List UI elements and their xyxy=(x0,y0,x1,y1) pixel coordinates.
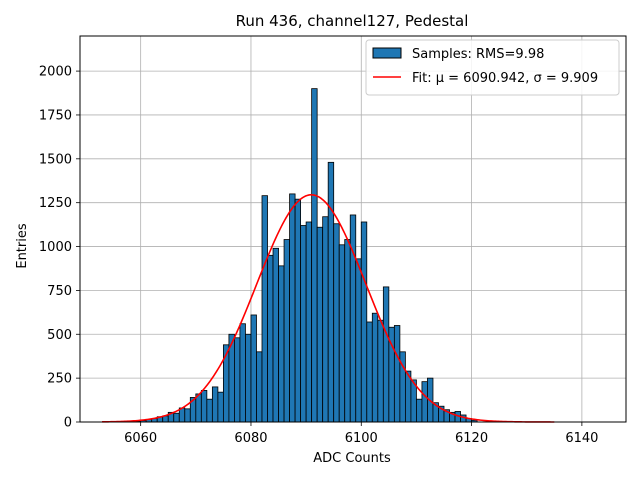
histogram-bar xyxy=(272,247,279,423)
histogram-bar xyxy=(234,337,241,423)
histogram-bar xyxy=(245,333,252,423)
y-tick-label: 1250 xyxy=(39,196,72,211)
plot-frame xyxy=(79,35,627,423)
histogram-bar xyxy=(222,344,230,423)
legend-swatch-histogram xyxy=(372,47,402,59)
y-tick-label: 250 xyxy=(47,372,72,387)
histogram-bar xyxy=(294,198,302,423)
histogram-bar xyxy=(217,391,224,423)
histogram-bar xyxy=(377,319,384,423)
histogram-bar xyxy=(200,390,208,423)
legend-label-fit: Fit: μ = 6090.942, σ = 9.909 xyxy=(412,71,598,86)
fit-curve-layer xyxy=(102,193,555,423)
histogram-bar xyxy=(173,412,180,423)
x-tick-label: 6060 xyxy=(124,431,157,446)
histogram-bar xyxy=(355,258,362,423)
histogram-bar xyxy=(416,398,423,423)
histogram-bar xyxy=(371,312,379,423)
histogram-bar xyxy=(256,351,263,423)
histogram-bar xyxy=(393,325,401,423)
y-tick-label: 1000 xyxy=(39,240,72,255)
histogram-bar xyxy=(382,286,390,423)
legend-label-histogram: Samples: RMS=9.98 xyxy=(412,47,544,62)
histogram-bar xyxy=(195,393,202,423)
chart-title: Run 436, channel127, Pedestal xyxy=(236,12,469,30)
x-tick-label: 6140 xyxy=(565,431,598,446)
x-tick-label: 6120 xyxy=(455,431,488,446)
legend: Samples: RMS=9.98 Fit: μ = 6090.942, σ =… xyxy=(365,39,620,96)
histogram-bar xyxy=(300,225,307,423)
histogram-bar xyxy=(250,314,257,423)
y-tick-label: 500 xyxy=(47,328,72,343)
histogram-bars xyxy=(134,88,478,423)
histogram-bar xyxy=(333,223,340,423)
histogram-bar xyxy=(316,226,324,423)
histogram-bar xyxy=(278,265,285,423)
histogram-bar xyxy=(206,398,213,423)
histogram-bar xyxy=(305,221,313,423)
y-tick-label: 1500 xyxy=(39,152,72,167)
histogram-bar xyxy=(283,239,290,423)
legend-box xyxy=(365,39,620,96)
histogram-bar xyxy=(289,193,296,423)
y-tick-label: 0 xyxy=(64,416,72,431)
histogram-bar xyxy=(366,321,373,423)
y-tick-label: 1750 xyxy=(39,108,72,123)
axis-ticks: 6060 6080 6100 6120 6140 0 250 500 750 1000 1250 15… xyxy=(39,65,599,446)
histogram-bar xyxy=(267,254,274,423)
x-axis-label: ADC Counts xyxy=(313,451,391,466)
histogram-bar xyxy=(184,408,191,423)
histogram-bar xyxy=(421,381,428,423)
fit-curve xyxy=(102,193,555,423)
histogram-bar xyxy=(360,221,368,423)
y-tick-label: 750 xyxy=(47,284,72,299)
y-tick-label: 2000 xyxy=(39,65,72,80)
x-tick-label: 6080 xyxy=(234,431,267,446)
histogram-bar xyxy=(211,386,219,423)
histogram-bar xyxy=(322,216,329,423)
histogram-bar xyxy=(344,239,351,423)
histogram-bar xyxy=(239,323,246,423)
histogram-bar xyxy=(261,195,268,423)
y-axis-label: Entries xyxy=(15,223,30,269)
histogram-bar xyxy=(338,244,346,423)
histogram-bar xyxy=(327,161,335,423)
x-tick-label: 6100 xyxy=(345,431,378,446)
histogram-bar xyxy=(311,88,318,423)
